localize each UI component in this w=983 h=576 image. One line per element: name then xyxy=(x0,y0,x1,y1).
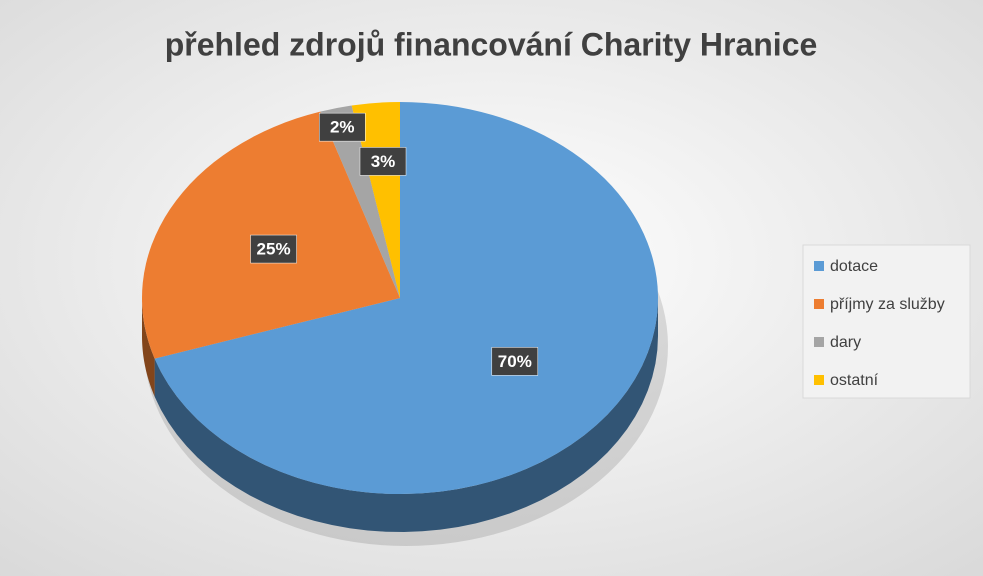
slice-side xyxy=(154,298,658,532)
data-label-box xyxy=(359,147,407,176)
legend-box xyxy=(802,244,971,399)
data-label-box xyxy=(250,234,297,264)
data-label: 25% xyxy=(250,234,297,264)
data-label-text: 25% xyxy=(257,240,291,259)
data-label-text: 3% xyxy=(371,152,396,171)
legend-label: příjmy za služby xyxy=(830,296,945,313)
data-label-text: 2% xyxy=(330,118,355,137)
legend-label: ostatní xyxy=(830,372,879,389)
legend-swatch xyxy=(814,337,824,347)
data-label-box xyxy=(319,112,366,142)
data-label: 2% xyxy=(319,112,366,142)
legend-label: dary xyxy=(830,334,861,351)
legend-swatch xyxy=(814,299,824,309)
pie-slice xyxy=(154,102,658,494)
data-label-text: 70% xyxy=(498,352,532,371)
data-label: 70% xyxy=(491,347,539,376)
legend-label: dotace xyxy=(830,258,878,275)
chart-title: přehled zdrojů financování Charity Hrani… xyxy=(165,26,818,62)
slice-side xyxy=(142,298,155,397)
pie-slice xyxy=(320,105,400,298)
data-label: 3% xyxy=(359,147,407,176)
legend-swatch xyxy=(814,375,824,385)
data-label-box xyxy=(491,347,539,376)
legend-swatch xyxy=(814,261,824,271)
